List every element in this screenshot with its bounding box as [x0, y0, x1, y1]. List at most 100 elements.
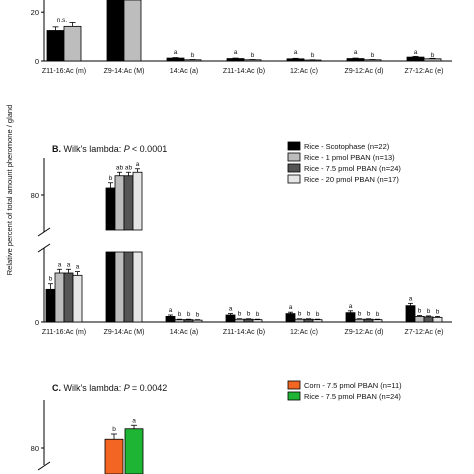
- panel-b-bar: [312, 319, 323, 323]
- panel-b-bar: [285, 313, 296, 323]
- panel-a-significance-label: a: [294, 49, 298, 56]
- panel-b-bar: [345, 312, 356, 323]
- panel-b-axis-break: [37, 243, 51, 253]
- panel-a-bar: [123, 0, 142, 62]
- panel-b-legend-swatch: [287, 163, 301, 173]
- panel-b-legend-swatch: [287, 141, 301, 151]
- panel-b-bar: [243, 318, 254, 323]
- panel-c-axis-break: [37, 461, 51, 471]
- panel-a-significance-label: b: [371, 52, 375, 59]
- panel-b-bar: [234, 318, 245, 323]
- panel-a-bar: [423, 58, 442, 62]
- panel-a-bar: [166, 57, 185, 62]
- panel-a-bar: [63, 25, 82, 62]
- panel-a-category-label: Z9-14:Ac (M): [104, 68, 145, 75]
- panel-b-bar: [372, 319, 383, 323]
- panel-b-bar: [63, 272, 74, 323]
- panel-b-significance-label: a: [67, 261, 71, 268]
- panel-b-bar: [303, 318, 314, 323]
- panel-b-significance-label: b: [247, 311, 251, 318]
- panel-b-significance-label: b: [256, 311, 260, 318]
- panel-b-significance-label: b: [109, 175, 113, 182]
- panel-b-significance-label: b: [358, 311, 362, 318]
- panel-a-significance-label: b: [191, 52, 195, 59]
- panel-a: 0 20 Z11-16:Ac (m) n.s. Z9-14:Ac (M) 14:Ac (a…: [31, 0, 452, 75]
- panel-b-significance-label: ab: [125, 164, 133, 171]
- panel-a-significance-label: a: [354, 49, 358, 56]
- panel-a-bar: [406, 56, 425, 62]
- panel-b-significance-label: b: [187, 311, 191, 318]
- panel-c-significance-label: b: [112, 426, 116, 433]
- panel-b-bar-lower: [114, 251, 125, 323]
- panel-b-bar: [354, 318, 365, 323]
- panel-a-category-label: Z11-16:Ac (m): [42, 68, 86, 75]
- panel-b-significance-label: b: [298, 311, 302, 318]
- panel-b-bar-upper: [132, 171, 143, 231]
- panel-b-legend-label: Rice - 20 pmol PBAN (n=17): [304, 175, 399, 184]
- panel-c-significance-label: a: [132, 417, 136, 424]
- panel-b-category-label: Z9-14:Ac (M): [104, 329, 145, 336]
- panel-a-bar: [183, 59, 202, 62]
- panel-a-category-label: Z7-12:Ac (e): [405, 68, 444, 75]
- panel-b-bar-upper: [105, 187, 116, 231]
- panel-b-bar: [432, 316, 443, 323]
- panel-a-significance-label: a: [174, 49, 178, 56]
- panel-b-y-tick-label: 0: [35, 318, 39, 327]
- panel-c-title: C. Wilk's lambda: P = 0.0042: [52, 383, 167, 393]
- panel-a-significance-label: a: [414, 49, 418, 56]
- panel-c-legend-swatch: [287, 380, 301, 390]
- panel-a-y-tick-label: 20: [31, 8, 39, 17]
- panel-c-legend-swatch: [287, 391, 301, 401]
- panel-b-significance-label: b: [307, 311, 311, 318]
- panel-b-bar: [174, 319, 185, 323]
- panel-b: B. Wilk's lambda: P < 0.0001 0 80 Rice - Sc…: [31, 141, 452, 336]
- panel-b-bar-upper: [123, 175, 134, 231]
- panel-a-significance-label: b: [311, 52, 315, 59]
- panel-b-category-label: Z11-14:Ac (b): [223, 329, 265, 336]
- panel-b-category-label: Z11-16:Ac (m): [42, 329, 86, 336]
- panel-b-significance-label: b: [49, 276, 53, 283]
- panel-a-bar: [286, 58, 305, 62]
- panel-b-y-tick-label: 80: [31, 191, 39, 200]
- panel-a-bar: [46, 30, 65, 62]
- panel-c-legend-label: Corn - 7.5 pmol PBAN (n=11): [304, 381, 402, 390]
- panel-b-bar: [294, 318, 305, 323]
- panel-c-y-tick-label: 80: [31, 444, 39, 453]
- panel-b-legend-label: Rice - Scotophase (n=22): [304, 142, 390, 151]
- panel-a-category-label: Z11-14:Ac (b): [223, 68, 265, 75]
- panel-b-bar: [54, 272, 65, 323]
- panel-c-legend-label: Rice - 7.5 pmol PBAN (n=24): [304, 392, 401, 401]
- panel-b-significance-label: a: [76, 264, 80, 271]
- panel-b-significance-label: b: [427, 308, 431, 315]
- panel-b-bar: [45, 288, 56, 323]
- panel-b-bar: [405, 305, 416, 323]
- panel-b-bar-lower: [123, 251, 134, 323]
- panel-a-y-tick-label: 0: [35, 57, 39, 66]
- panel-b-legend-label: Rice - 7.5 pmol PBAN (n=24): [304, 164, 401, 173]
- panel-b-category-label: 14:Ac (a): [170, 329, 198, 336]
- panel-a-category-label: 14:Ac (a): [170, 68, 198, 75]
- panel-a-significance-label: a: [234, 49, 238, 56]
- panel-b-bar: [252, 319, 263, 323]
- panel-a-significance-label: b: [251, 52, 255, 59]
- panel-b-legend-label: Rice - 1 pmol PBAN (n=13): [304, 153, 395, 162]
- panel-b-significance-label: b: [316, 311, 320, 318]
- panel-b-bar-lower: [105, 251, 116, 323]
- panel-b-title: B. Wilk's lambda: P < 0.0001: [52, 144, 167, 154]
- panel-b-significance-label: a: [229, 306, 233, 313]
- panel-a-bar: [243, 59, 262, 62]
- panel-b-significance-label: a: [136, 161, 140, 168]
- panel-a-category-label: Z9-12:Ac (d): [345, 68, 384, 75]
- panel-b-bar: [363, 318, 374, 323]
- panel-a-significance-label: b: [431, 52, 435, 59]
- panel-c-bar: [104, 438, 124, 474]
- panel-b-significance-label: b: [418, 307, 422, 314]
- panel-a-bar: [226, 58, 245, 62]
- panel-b-category-label: 12:Ac (c): [290, 329, 318, 336]
- panel-b-significance-label: b: [196, 312, 200, 319]
- panel-b-bar-upper: [114, 175, 125, 231]
- panel-b-significance-label: a: [58, 261, 62, 268]
- panel-c-bar: [124, 428, 144, 474]
- panel-b-category-label: Z7-12:Ac (e): [405, 329, 444, 336]
- panel-a-bar: [106, 0, 125, 62]
